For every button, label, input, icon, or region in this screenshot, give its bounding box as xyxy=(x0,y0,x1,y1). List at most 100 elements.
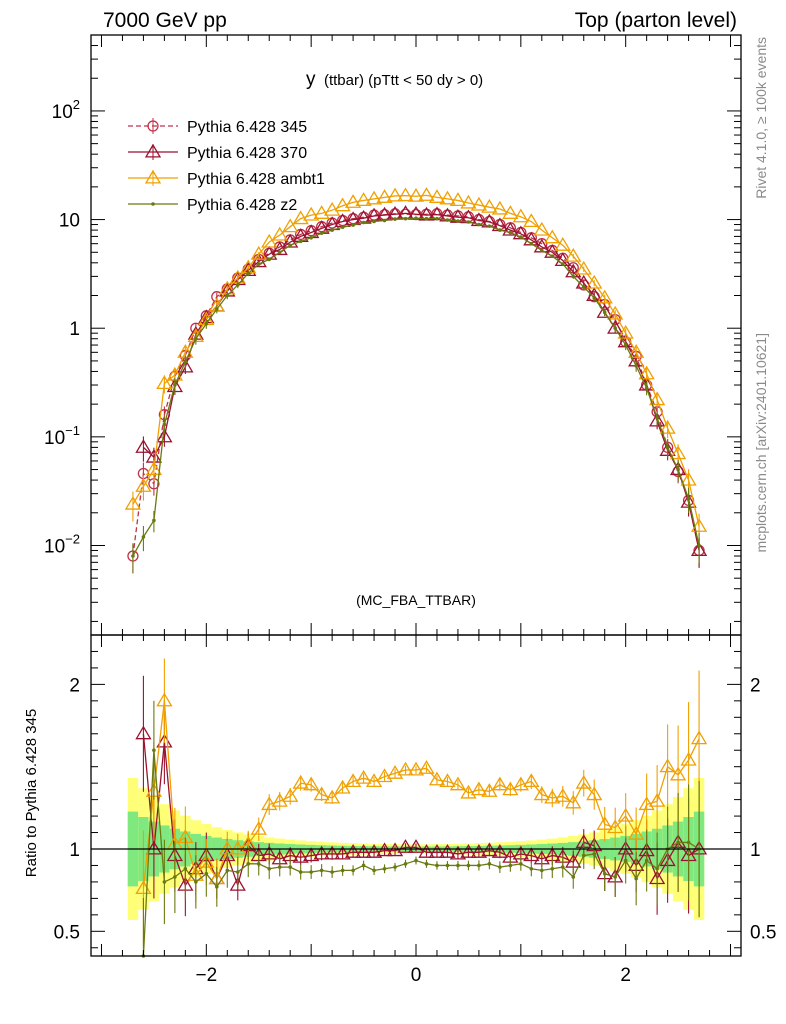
data-point xyxy=(638,365,655,380)
data-point xyxy=(204,321,209,326)
data-point xyxy=(162,422,167,427)
data-point xyxy=(376,189,393,203)
data-point xyxy=(407,187,425,202)
data-point xyxy=(581,285,586,289)
series-pythia-6-428-ambt1 xyxy=(124,187,708,544)
data-point xyxy=(225,293,230,298)
data-point xyxy=(602,310,607,315)
ratio-point xyxy=(145,840,163,855)
ratio-point xyxy=(477,863,481,868)
x-tick-label: 2 xyxy=(620,965,631,986)
ratio-point xyxy=(407,761,425,776)
ratio-point xyxy=(162,880,167,884)
ratio-point xyxy=(554,788,571,802)
ratio-y-tick-label-right: 2 xyxy=(750,675,761,696)
ratio-point xyxy=(418,760,435,774)
data-point xyxy=(344,194,362,208)
ratio-point xyxy=(194,880,198,884)
ratio-y-tick-label: 0.5 xyxy=(54,922,80,943)
data-point xyxy=(481,198,498,213)
data-point xyxy=(544,229,561,244)
data-point xyxy=(235,283,240,287)
legend-label: Pythia 6.428 345 xyxy=(187,119,307,136)
header-right-title: Top (parton level) xyxy=(575,9,737,32)
data-point xyxy=(250,245,267,260)
ratio-y-tick-label-right: 1 xyxy=(750,840,761,861)
data-point xyxy=(550,254,555,259)
data-point xyxy=(502,221,519,236)
ratio-point xyxy=(498,865,502,869)
ratio-point xyxy=(445,863,450,868)
data-point xyxy=(267,257,272,262)
data-point xyxy=(560,262,565,266)
ratio-point xyxy=(529,866,534,871)
ratio-point xyxy=(607,819,624,834)
ratio-point xyxy=(655,866,659,871)
y-tick-label: 10−2 xyxy=(44,531,80,557)
ratio-point xyxy=(393,865,397,869)
data-point xyxy=(655,415,659,420)
data-point xyxy=(246,271,251,276)
ratio-point xyxy=(680,751,697,766)
chart-title-main: y xyxy=(306,69,316,90)
data-point xyxy=(565,247,582,262)
ratio-point xyxy=(512,776,529,791)
ratio-point xyxy=(256,862,261,866)
data-point xyxy=(596,304,613,318)
data-point xyxy=(676,467,680,472)
data-point xyxy=(623,343,628,347)
ratio-point xyxy=(487,862,492,866)
ratio-point xyxy=(466,863,471,868)
ratio-point xyxy=(386,764,404,779)
series-pythia-6-428-370 xyxy=(135,205,708,568)
data-point xyxy=(512,208,529,223)
ratio-point xyxy=(282,788,299,802)
ratio-point xyxy=(246,862,251,866)
ratio-frame xyxy=(90,634,742,957)
ratio-point xyxy=(344,773,362,788)
main-series xyxy=(124,187,708,574)
ratio-point xyxy=(669,766,687,781)
data-point xyxy=(575,260,592,275)
ratio-point xyxy=(323,789,341,804)
ratio-point xyxy=(602,871,607,876)
legend-item-pythia-6-428-ambt1: Pythia 6.428 ambt1 xyxy=(128,169,325,188)
data-point xyxy=(156,428,173,443)
mcplots-label: mcplots.cern.ch [arXiv:2401.10621] xyxy=(753,333,769,552)
data-point xyxy=(540,248,544,253)
ratio-point xyxy=(644,858,649,863)
data-point xyxy=(365,190,383,205)
ratio-point xyxy=(508,863,513,868)
data-point xyxy=(135,478,152,492)
axes: −2 0 2 10−2 10−1 1 10 102 0.5 0.5 1 1 2 2 xyxy=(44,34,776,986)
data-point xyxy=(477,222,481,227)
watermark: (MC_FBA_TTBAR) xyxy=(356,592,476,608)
data-point xyxy=(277,250,282,255)
ratio-point xyxy=(439,773,456,788)
y-tick-label: 10 xyxy=(59,211,80,232)
data-point xyxy=(393,217,397,221)
data-point xyxy=(298,239,303,244)
data-point xyxy=(215,307,219,311)
ratio-point xyxy=(403,862,408,866)
data-point xyxy=(131,554,135,558)
ratio-point xyxy=(288,865,292,869)
chart-title-sub: (ttbar) (pTtt < 50 dy > 0) xyxy=(324,72,483,89)
header-left-title: 7000 GeV pp xyxy=(103,9,227,32)
data-point xyxy=(382,218,387,223)
ratio-point xyxy=(156,692,173,707)
ratio-point xyxy=(309,870,313,874)
data-point xyxy=(386,187,404,202)
ratio-point xyxy=(565,794,582,809)
ratio-point xyxy=(449,845,467,860)
data-point xyxy=(613,326,617,331)
data-point xyxy=(680,471,697,486)
data-point xyxy=(665,445,670,450)
ratio-y-tick-label-right: 0.5 xyxy=(750,922,776,943)
ratio-point xyxy=(303,847,320,862)
ratio-point xyxy=(571,875,576,879)
ratio-point xyxy=(355,844,372,858)
ratio-point xyxy=(351,868,355,873)
ratio-point xyxy=(560,865,565,869)
ratio-point xyxy=(334,845,351,860)
